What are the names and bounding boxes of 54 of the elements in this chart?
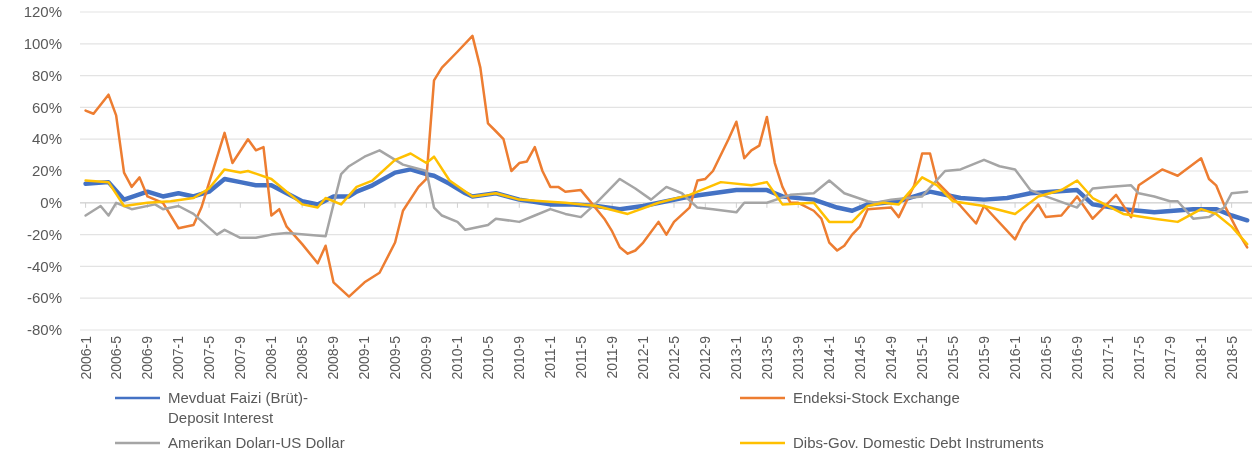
x-tick-label: 2012-9 (697, 335, 714, 380)
x-tick-label: 2012-5 (665, 335, 682, 380)
x-tick-label: 2013-9 (790, 335, 807, 380)
x-tick-label: 2018-1 (1193, 335, 1209, 380)
y-tick-label: -40% (26, 257, 62, 275)
x-tick-label: 2009-5 (386, 335, 403, 380)
x-tick-label: 2011-9 (604, 335, 621, 379)
x-tick-label: 2010-9 (511, 335, 528, 380)
x-tick-label: 2008-9 (325, 335, 342, 380)
x-tick-label: 2016-5 (1037, 335, 1054, 380)
x-tick-label: 2007-9 (232, 335, 249, 380)
legend-label: Mevduat Faizi (Brüt)-Deposit Interest (168, 389, 309, 426)
x-tick-label: 2014-9 (883, 335, 900, 380)
y-tick-label: 100% (23, 35, 62, 53)
x-tick-label: 2016-9 (1069, 335, 1086, 380)
y-tick-label: 80% (31, 66, 62, 84)
legend-label: Endeksi-Stock Exchange (793, 389, 960, 406)
x-tick-label: 2007-5 (200, 335, 217, 380)
x-tick-label: 2010-1 (449, 335, 466, 380)
x-tick-label: 2016-1 (1006, 335, 1023, 380)
x-tick-label: 2014-1 (821, 335, 838, 380)
x-tick-label: 2017-5 (1130, 335, 1147, 380)
x-tick-label: 2017-1 (1100, 335, 1117, 380)
y-tick-label: 40% (31, 130, 62, 148)
y-tick-label: -20% (26, 225, 62, 243)
y-tick-label: 20% (31, 162, 62, 180)
y-tick-label: 0% (40, 194, 62, 212)
x-tick-label: 2006-9 (139, 335, 156, 380)
x-tick-label: 2007-1 (170, 335, 187, 380)
x-tick-label: 2009-1 (356, 335, 373, 380)
x-tick-label: 2012-1 (635, 335, 652, 380)
x-tick-label: 2011-5 (572, 335, 589, 379)
x-tick-label: 2008-1 (263, 335, 280, 380)
x-tick-label: 2015-1 (914, 335, 931, 380)
x-tick-label: 2015-9 (975, 335, 992, 380)
x-tick-label: 2008-5 (294, 335, 311, 380)
y-tick-label: 120% (23, 3, 62, 21)
x-tick-label: 2013-5 (758, 335, 775, 380)
y-tick-label: -60% (26, 289, 62, 307)
x-tick-label: 2009-9 (418, 335, 435, 380)
x-tick-label: 2014-5 (851, 335, 868, 380)
line-series (84, 34, 1249, 298)
x-tick-label: 2011-1 (542, 335, 559, 379)
y-tick-label: 60% (31, 98, 62, 116)
x-tick-label: 2013-1 (728, 335, 745, 380)
x-tick-label: 2006-5 (108, 335, 125, 380)
x-tick-label: 2018-5 (1223, 335, 1240, 380)
x-tick-label: 2017-9 (1161, 335, 1178, 380)
x-tick-label: 2006-1 (77, 335, 94, 380)
legend-label: Dibs-Gov. Domestic Debt Instruments (793, 434, 1044, 451)
x-tick-label: 2010-5 (479, 335, 496, 380)
legend-label: Amerikan Doları-US Dollar (168, 434, 345, 451)
x-tick-label: 2015-5 (944, 335, 961, 380)
y-tick-label: -80% (26, 321, 62, 339)
